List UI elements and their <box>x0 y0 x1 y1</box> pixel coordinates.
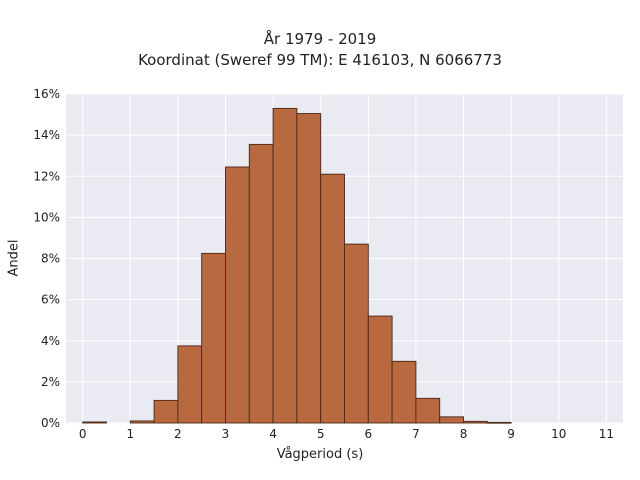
x-tick-label: 1 <box>126 427 134 441</box>
x-tick-label: 3 <box>222 427 230 441</box>
bars <box>82 107 512 424</box>
y-tick-label: 12% <box>33 169 60 183</box>
x-tick-label: 11 <box>599 427 614 441</box>
histogram-bar <box>153 399 179 424</box>
x-tick-label: 7 <box>412 427 420 441</box>
histogram-bar <box>463 420 488 424</box>
x-tick-label: 9 <box>507 427 515 441</box>
histogram-bar <box>177 345 203 424</box>
histogram-bar <box>82 421 107 424</box>
histogram-bar <box>248 143 274 424</box>
histogram-bar <box>415 397 441 424</box>
chart-title-line-1: År 1979 - 2019 <box>263 30 377 48</box>
histogram-bar <box>296 113 322 424</box>
y-tick-label: 0% <box>41 416 60 430</box>
x-tick-label: 10 <box>551 427 566 441</box>
chart-title-line-2: Koordinat (Sweref 99 TM): E 416103, N 60… <box>138 51 502 69</box>
histogram-bar <box>320 173 345 424</box>
histogram-bar <box>225 166 250 424</box>
y-tick-label: 4% <box>41 334 60 348</box>
x-tick-label: 5 <box>317 427 325 441</box>
y-axis-ticks: 0% 2% 4% 6% 8% 10% 12% 14% 16% <box>33 87 60 430</box>
histogram-bar <box>439 416 464 424</box>
x-tick-label: 6 <box>364 427 372 441</box>
y-tick-label: 14% <box>33 128 60 142</box>
histogram-bar <box>344 243 369 424</box>
x-tick-label: 0 <box>79 427 87 441</box>
y-axis-label: Andel <box>6 239 22 277</box>
histogram-bar <box>201 252 226 424</box>
y-tick-label: 10% <box>33 210 60 224</box>
y-tick-label: 6% <box>41 293 60 307</box>
x-tick-label: 2 <box>174 427 182 441</box>
histogram-bar <box>367 315 393 424</box>
x-axis-ticks: 0 1 2 3 4 5 6 7 8 9 10 11 <box>79 427 614 441</box>
x-tick-label: 8 <box>460 427 468 441</box>
y-tick-label: 2% <box>41 375 60 389</box>
histogram-bar <box>272 107 298 424</box>
histogram-bar <box>129 420 155 424</box>
x-tick-label: 4 <box>269 427 277 441</box>
y-tick-label: 16% <box>33 87 60 101</box>
histogram-bar <box>486 421 512 424</box>
y-tick-label: 8% <box>41 252 60 266</box>
histogram-bar <box>391 360 417 424</box>
x-axis-label: Vågperiod (s) <box>276 447 364 462</box>
